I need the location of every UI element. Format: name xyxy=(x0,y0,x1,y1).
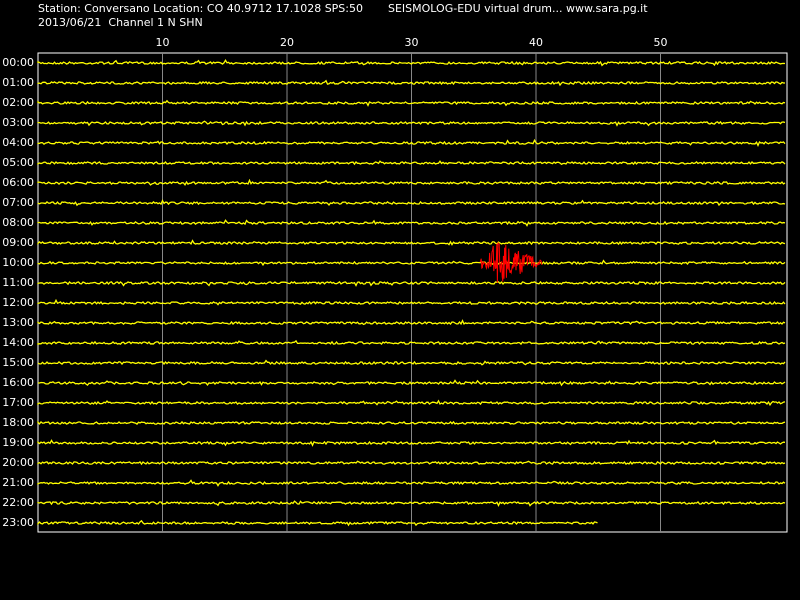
row-label: 13:00 xyxy=(2,316,34,329)
trace xyxy=(37,138,786,147)
x-tick-label: 10 xyxy=(156,36,170,49)
row-label: 09:00 xyxy=(2,236,34,249)
trace xyxy=(37,298,786,306)
trace xyxy=(37,460,786,466)
row-label: 06:00 xyxy=(2,176,34,189)
date-channel: 2013/06/21 Channel 1 N SHN xyxy=(38,16,203,29)
trace xyxy=(37,199,786,207)
trace xyxy=(37,420,786,426)
row-label: 22:00 xyxy=(2,496,34,509)
x-tick-label: 30 xyxy=(405,36,419,49)
trace xyxy=(37,160,786,166)
row-label: 12:00 xyxy=(2,296,34,309)
x-tick-label: 40 xyxy=(529,36,543,49)
row-label: 05:00 xyxy=(2,156,34,169)
trace xyxy=(37,99,786,107)
row-label: 19:00 xyxy=(2,436,34,449)
program-info: SEISMOLOG-EDU virtual drum... www.sara.p… xyxy=(388,2,648,15)
trace xyxy=(37,319,786,326)
seismic-event xyxy=(479,242,543,283)
row-label: 17:00 xyxy=(2,396,34,409)
trace xyxy=(38,379,786,387)
trace xyxy=(37,259,786,267)
trace xyxy=(37,479,786,487)
trace xyxy=(37,178,786,186)
trace xyxy=(37,399,786,407)
trace xyxy=(37,219,786,227)
row-label: 10:00 xyxy=(2,256,34,269)
row-label: 11:00 xyxy=(2,276,34,289)
trace xyxy=(37,500,786,508)
row-label: 20:00 xyxy=(2,456,34,469)
row-label: 18:00 xyxy=(2,416,34,429)
trace xyxy=(37,359,786,366)
row-label: 21:00 xyxy=(2,476,34,489)
plot-frame xyxy=(37,52,788,533)
row-label: 03:00 xyxy=(2,116,34,129)
trace xyxy=(37,120,786,127)
trace xyxy=(37,519,598,527)
x-tick-label: 20 xyxy=(280,36,294,49)
row-label: 01:00 xyxy=(2,76,34,89)
trace xyxy=(37,339,786,346)
row-label: 16:00 xyxy=(2,376,34,389)
row-label: 08:00 xyxy=(2,216,34,229)
trace xyxy=(37,280,786,287)
row-label: 07:00 xyxy=(2,196,34,209)
trace xyxy=(37,239,786,246)
row-label: 02:00 xyxy=(2,96,34,109)
trace xyxy=(37,439,786,447)
station-info: Station: Conversano Location: CO 40.9712… xyxy=(38,2,363,15)
row-label: 00:00 xyxy=(2,56,34,69)
row-label: 15:00 xyxy=(2,356,34,369)
x-tick-label: 50 xyxy=(654,36,668,49)
trace xyxy=(37,59,786,67)
trace xyxy=(37,79,785,87)
row-label: 23:00 xyxy=(2,516,34,529)
row-label: 04:00 xyxy=(2,136,34,149)
row-label: 14:00 xyxy=(2,336,34,349)
